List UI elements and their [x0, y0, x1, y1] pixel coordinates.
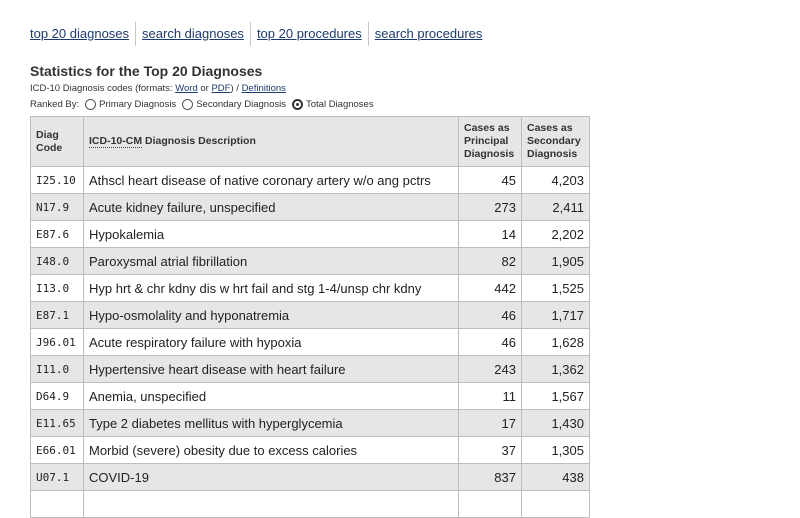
header-diag-code: Diag Code: [30, 116, 84, 167]
diag-code-cell: I48.0: [30, 247, 84, 275]
description-cell: Hypokalemia: [83, 220, 459, 248]
table-row: J96.01 Acute respiratory failure with hyp…: [30, 328, 590, 356]
table-row: E87.6 Hypokalemia 14 2,202: [30, 220, 590, 248]
radio-unchecked-icon[interactable]: [85, 99, 97, 110]
table-row: U07.1 COVID-19 837 438: [30, 463, 590, 491]
diag-code-cell: J96.01: [30, 328, 84, 356]
description-cell: Hypertensive heart disease with heart fa…: [83, 355, 459, 383]
secondary-cases-cell: 2,411: [521, 193, 590, 221]
principal-cases-cell: 17: [458, 409, 522, 437]
pdf-link[interactable]: PDF: [211, 83, 231, 94]
formats-prefix: ICD-10 Diagnosis codes (formats:: [30, 83, 173, 94]
principal-cases-cell: 273: [458, 193, 522, 221]
diag-code-cell: I25.10: [30, 166, 84, 194]
secondary-cases-cell: [521, 490, 590, 518]
principal-cases-cell: 14: [458, 220, 522, 248]
table-row: N17.9 Acute kidney failure, unspecified 27…: [30, 193, 590, 221]
description-cell: Morbid (severe) obesity due to excess ca…: [83, 436, 459, 464]
secondary-cases-cell: 2,202: [521, 220, 590, 248]
diag-code-cell: [30, 490, 84, 518]
page-title: Statistics for the Top 20 Diagnoses: [30, 63, 263, 79]
header-principal-cases: Cases as Principal Diagnosis: [458, 116, 522, 167]
word-link[interactable]: Word: [175, 83, 198, 94]
secondary-cases-cell: 1,717: [521, 301, 590, 329]
description-cell: Acute kidney failure, unspecified: [83, 193, 459, 221]
description-cell: Paroxysmal atrial fibrillation: [83, 247, 459, 275]
radio-checked-icon[interactable]: [291, 99, 303, 110]
table-header-row: Diag Code ICD-10-CM Diagnosis Descriptio…: [30, 116, 590, 167]
principal-cases-cell: 243: [458, 355, 522, 383]
diag-code-cell: E11.65: [30, 409, 84, 437]
secondary-cases-cell: 1,525: [521, 274, 590, 302]
table-row: I25.10 Athscl heart disease of native cor…: [30, 166, 590, 194]
description-cell: Hyp hrt & chr kdny dis w hrt fail and st…: [83, 274, 459, 302]
description-cell: Acute respiratory failure with hypoxia: [83, 328, 459, 356]
definitions-link[interactable]: Definitions: [241, 83, 286, 94]
description-cell: COVID-19: [83, 463, 459, 491]
formats-or: or: [200, 83, 209, 94]
secondary-cases-cell: 1,430: [521, 409, 590, 437]
table-row: D64.9 Anemia, unspecified 11 1,567: [30, 382, 590, 410]
principal-cases-cell: 45: [458, 166, 522, 194]
description-cell: Anemia, unspecified: [83, 382, 459, 410]
principal-cases-cell: 46: [458, 301, 522, 329]
secondary-cases-cell: 1,628: [521, 328, 590, 356]
diag-code-cell: U07.1: [30, 463, 84, 491]
principal-cases-cell: 46: [458, 328, 522, 356]
secondary-cases-cell: 1,305: [521, 436, 590, 464]
description-cell: Type 2 diabetes mellitus with hyperglyce…: [83, 409, 459, 437]
description-cell: [83, 490, 459, 518]
description-cell: Athscl heart disease of native coronary …: [83, 166, 459, 194]
principal-cases-cell: 11: [458, 382, 522, 410]
description-cell: Hypo-osmolality and hyponatremia: [83, 301, 459, 329]
secondary-cases-cell: 4,203: [521, 166, 590, 194]
nav-search-procedures[interactable]: search procedures: [367, 22, 489, 46]
radio-label: Secondary Diagnosis: [196, 99, 286, 110]
principal-cases-cell: 442: [458, 274, 522, 302]
diag-code-cell: E66.01: [30, 436, 84, 464]
header-description: ICD-10-CM Diagnosis Description: [83, 116, 459, 167]
nav-top-20-procedures[interactable]: top 20 procedures: [249, 22, 368, 46]
table-row: E11.65 Type 2 diabetes mellitus with hype…: [30, 409, 590, 437]
header-secondary-cases: Cases as Secondary Diagnosis: [521, 116, 590, 167]
table-row: I11.0 Hypertensive heart disease with hea…: [30, 355, 590, 383]
radio-primary-diagnosis[interactable]: Primary Diagnosis: [85, 99, 176, 110]
table-row: I48.0 Paroxysmal atrial fibrillation 82 1,9…: [30, 247, 590, 275]
secondary-cases-cell: 438: [521, 463, 590, 491]
diag-code-cell: I13.0: [30, 274, 84, 302]
secondary-cases-cell: 1,905: [521, 247, 590, 275]
radio-unchecked-icon[interactable]: [182, 99, 194, 110]
diagnoses-table: Diag Code ICD-10-CM Diagnosis Descriptio…: [30, 116, 590, 518]
radio-total-diagnoses[interactable]: Total Diagnoses: [291, 99, 374, 110]
nav-top-20-diagnoses[interactable]: top 20 diagnoses: [30, 26, 130, 41]
table-row: [30, 490, 590, 518]
table-row: E66.01 Morbid (severe) obesity due to exc…: [30, 436, 590, 464]
nav-search-diagnoses[interactable]: search diagnoses: [135, 22, 250, 46]
radio-label: Total Diagnoses: [305, 99, 374, 110]
header-icd-abbr: ICD-10-CM: [89, 135, 143, 148]
diag-code-cell: E87.6: [30, 220, 84, 248]
radio-label: Primary Diagnosis: [99, 99, 177, 110]
formats-slash: ) /: [230, 83, 239, 94]
principal-cases-cell: 837: [458, 463, 522, 491]
diag-code-cell: N17.9: [30, 193, 84, 221]
principal-cases-cell: 82: [458, 247, 522, 275]
ranked-by: Ranked By: Primary Diagnosis Secondary D…: [30, 99, 374, 110]
header-description-text: Diagnosis Description: [145, 135, 256, 147]
secondary-cases-cell: 1,362: [521, 355, 590, 383]
principal-cases-cell: 37: [458, 436, 522, 464]
table-row: E87.1 Hypo-osmolality and hyponatremia 46 1…: [30, 301, 590, 329]
diag-code-cell: E87.1: [30, 301, 84, 329]
table-row: I13.0 Hyp hrt & chr kdny dis w hrt fail a…: [30, 274, 590, 302]
ranked-by-label: Ranked By:: [30, 99, 80, 110]
diag-code-cell: I11.0: [30, 355, 84, 383]
diag-code-cell: D64.9: [30, 382, 84, 410]
top-nav: top 20 diagnoses search diagnoses top 20 p…: [30, 22, 488, 46]
secondary-cases-cell: 1,567: [521, 382, 590, 410]
radio-secondary-diagnosis[interactable]: Secondary Diagnosis: [182, 99, 286, 110]
formats-line: ICD-10 Diagnosis codes (formats: Word or…: [30, 83, 286, 94]
principal-cases-cell: [458, 490, 522, 518]
